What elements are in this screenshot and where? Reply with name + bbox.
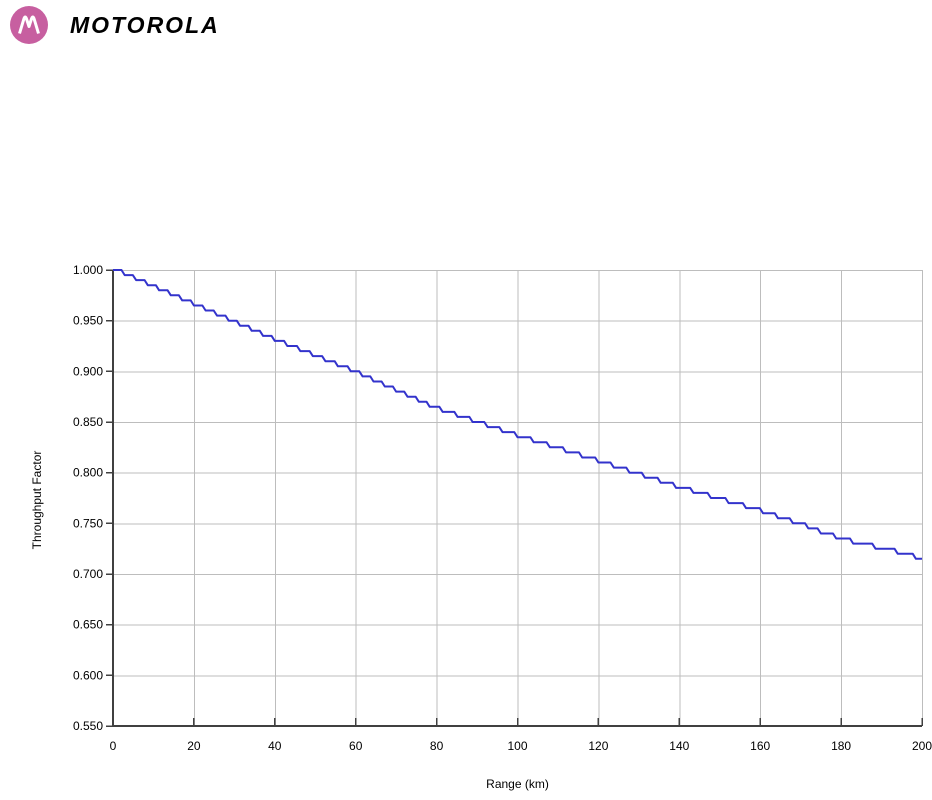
x-tick-label: 120	[588, 739, 608, 753]
x-tick-label: 40	[268, 739, 282, 753]
y-tick-label: 0.800	[73, 466, 103, 480]
y-tick-label: 0.650	[73, 618, 103, 632]
motorola-logo-icon	[10, 6, 48, 44]
y-tick-label: 0.550	[73, 719, 103, 733]
x-tick-label: 140	[669, 739, 689, 753]
y-tick-label: 0.700	[73, 567, 103, 581]
brand-header: MOTOROLA	[10, 6, 220, 44]
throughput-series-line	[113, 269, 922, 560]
y-tick-label: 0.950	[73, 314, 103, 328]
y-tick-label: 0.900	[73, 364, 103, 378]
x-tick-label: 180	[831, 739, 851, 753]
x-tick-label: 100	[507, 739, 527, 753]
x-tick-label: 80	[430, 739, 444, 753]
x-tick-label: 160	[750, 739, 770, 753]
y-tick-label: 0.600	[73, 668, 103, 682]
x-tick-label: 60	[349, 739, 363, 753]
x-axis-title: Range (km)	[486, 777, 549, 791]
y-axis-title: Throughput Factor	[30, 450, 44, 550]
brand-wordmark: MOTOROLA	[70, 12, 220, 38]
y-tick-label: 0.850	[73, 415, 103, 429]
x-tick-label: 20	[187, 739, 201, 753]
y-tick-label: 1.000	[73, 263, 103, 277]
batwing-icon	[18, 15, 40, 34]
x-tick-label: 0	[110, 739, 117, 753]
x-tick-label: 200	[912, 739, 932, 753]
y-tick-label: 0.750	[73, 516, 103, 530]
